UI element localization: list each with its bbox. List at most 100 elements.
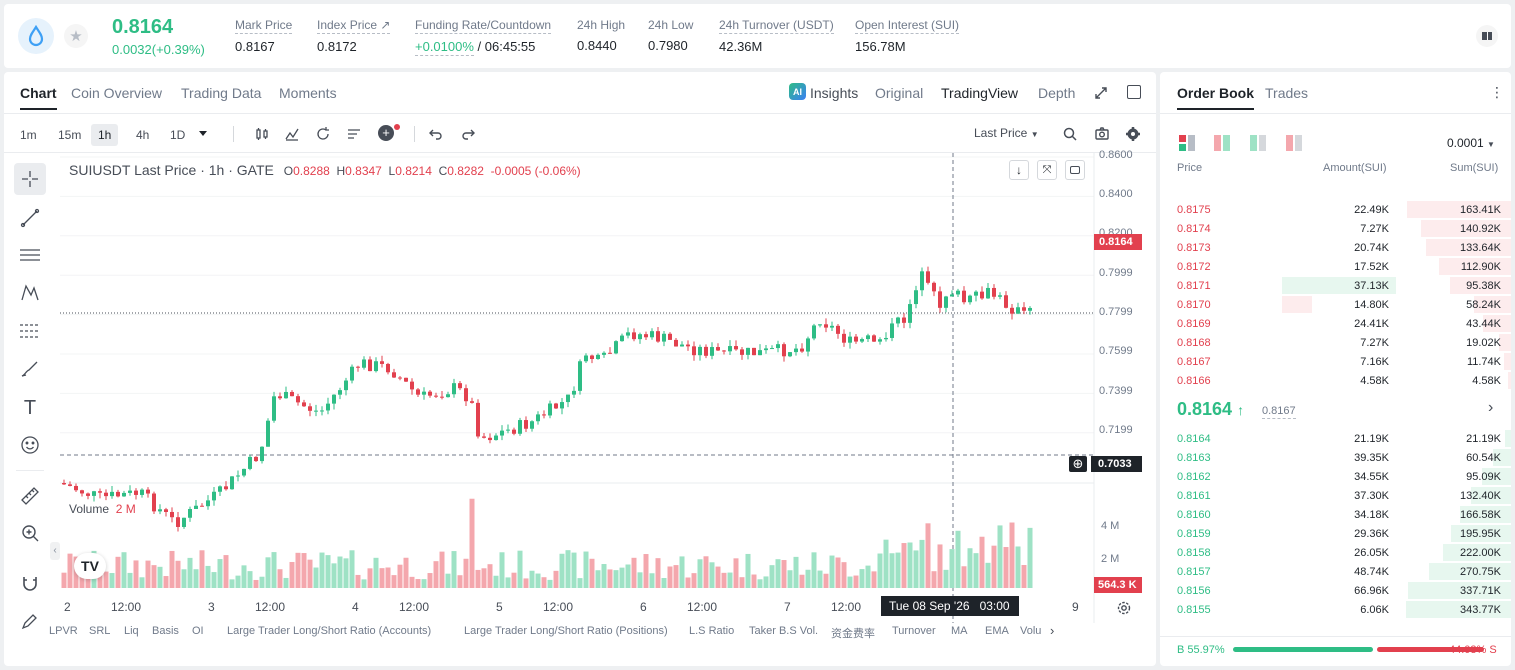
- ask-row[interactable]: 0.8173 20.74K 133.64K: [1160, 238, 1511, 257]
- ai-icon[interactable]: AI: [789, 83, 806, 100]
- ask-row[interactable]: 0.8171 37.13K 95.38K: [1160, 276, 1511, 295]
- view-original[interactable]: Original: [875, 85, 924, 101]
- fib-tool-icon[interactable]: [14, 315, 46, 347]
- favorite-star-icon[interactable]: ★: [64, 24, 88, 48]
- indicator-tab[interactable]: Basis: [152, 625, 179, 637]
- tab-chart[interactable]: Chart: [20, 85, 57, 110]
- bid-row[interactable]: 0.8159 29.36K 195.95K: [1160, 524, 1511, 543]
- brush-tool-icon[interactable]: [14, 353, 46, 385]
- indicator-tab[interactable]: Large Trader Long/Short Ratio (Accounts): [227, 625, 432, 637]
- bid-row[interactable]: 0.8164 21.19K 21.19K: [1160, 429, 1511, 448]
- ask-row[interactable]: 0.8170 14.80K 58.24K: [1160, 295, 1511, 314]
- view-depth[interactable]: Depth: [1038, 85, 1076, 101]
- index-price-stat[interactable]: Index Price ↗ 0.8172: [317, 18, 391, 54]
- ask-row[interactable]: 0.8166 4.58K 4.58K: [1160, 371, 1511, 390]
- refresh-icon[interactable]: [315, 126, 331, 147]
- bid-row[interactable]: 0.8157 48.74K 270.75K: [1160, 562, 1511, 581]
- indicator-tab[interactable]: LPVR: [49, 625, 78, 637]
- settings-gear-icon[interactable]: [1125, 126, 1141, 147]
- precision-select[interactable]: 0.0001 ▼: [1447, 136, 1495, 150]
- bid-row[interactable]: 0.8163 39.35K 60.54K: [1160, 448, 1511, 467]
- view-tradingview[interactable]: TradingView: [941, 85, 1019, 101]
- layout-split-icon[interactable]: [1214, 135, 1230, 151]
- chevron-right-icon[interactable]: ›: [1050, 623, 1055, 638]
- pattern-tool-icon[interactable]: [14, 277, 46, 309]
- candle: [200, 505, 204, 507]
- indicator-tab[interactable]: L.S Ratio: [689, 625, 735, 637]
- add-indicator-icon[interactable]: +: [378, 125, 394, 141]
- tab-coin-overview[interactable]: Coin Overview: [71, 85, 163, 101]
- layout-both-icon[interactable]: [1179, 135, 1195, 151]
- candle: [896, 317, 900, 324]
- indicator-tab[interactable]: MA: [951, 625, 968, 637]
- camera-icon[interactable]: [1094, 126, 1110, 147]
- collapse-icon[interactable]: ⤧: [1037, 160, 1057, 180]
- search-icon[interactable]: [1062, 126, 1078, 147]
- bid-row[interactable]: 0.8160 34.18K 166.58K: [1160, 505, 1511, 524]
- add-alert-icon[interactable]: ⊕: [1069, 456, 1087, 472]
- magnet-tool-icon[interactable]: [14, 567, 46, 599]
- horizontal-lines-tool-icon[interactable]: [14, 239, 46, 271]
- indicator-tab[interactable]: SRL: [89, 625, 111, 637]
- candle-type-icon[interactable]: [254, 126, 270, 147]
- indicator-tab[interactable]: Taker B.S Vol.: [749, 625, 819, 637]
- ask-row[interactable]: 0.8169 24.41K 43.44K: [1160, 314, 1511, 333]
- bid-row[interactable]: 0.8162 34.55K 95.09K: [1160, 467, 1511, 486]
- emoji-tool-icon[interactable]: [14, 429, 46, 461]
- book-icon[interactable]: [1476, 25, 1498, 47]
- candle: [1028, 307, 1032, 311]
- bid-row[interactable]: 0.8158 26.05K 222.00K: [1160, 543, 1511, 562]
- view-insights[interactable]: Insights: [810, 85, 859, 101]
- redo-icon[interactable]: [460, 126, 476, 147]
- layout-asks-icon[interactable]: [1286, 135, 1302, 151]
- chevron-right-icon[interactable]: ›: [1488, 399, 1494, 416]
- ask-row[interactable]: 0.8168 7.27K 19.02K: [1160, 333, 1511, 352]
- timeframe-1m[interactable]: 1m: [20, 128, 37, 142]
- tab-moments[interactable]: Moments: [279, 85, 337, 101]
- timeframe-15m[interactable]: 15m: [58, 128, 82, 142]
- tab-trading-data[interactable]: Trading Data: [181, 85, 262, 101]
- template-icon[interactable]: [346, 126, 362, 147]
- bid-row[interactable]: 0.8161 37.30K 132.40K: [1160, 486, 1511, 505]
- high-24h-stat: 24h High 0.8440: [577, 18, 626, 53]
- pencil-lock-tool-icon[interactable]: [14, 605, 46, 637]
- indicator-tab[interactable]: OI: [192, 625, 204, 637]
- fullscreen-icon[interactable]: [1065, 160, 1085, 180]
- indicator-tab[interactable]: Liq: [124, 625, 139, 637]
- indicator-tab[interactable]: Volu: [1020, 625, 1042, 637]
- ask-row[interactable]: 0.8174 7.27K 140.92K: [1160, 219, 1511, 238]
- undo-icon[interactable]: [428, 126, 444, 147]
- candle: [308, 406, 312, 411]
- tab-order-book[interactable]: Order Book: [1177, 85, 1255, 110]
- scroll-down-icon[interactable]: ↓: [1009, 160, 1029, 180]
- collapse-toolbar-icon[interactable]: ‹: [50, 542, 60, 560]
- chevron-down-icon[interactable]: [199, 131, 207, 136]
- tab-trades[interactable]: Trades: [1265, 85, 1309, 101]
- ask-row[interactable]: 0.8172 17.52K 112.90K: [1160, 257, 1511, 276]
- ask-row[interactable]: 0.8167 7.16K 11.74K: [1160, 352, 1511, 371]
- price-type-select[interactable]: Last Price ▼: [974, 126, 1039, 140]
- more-options-icon[interactable]: ⋮: [1490, 84, 1504, 100]
- price-chart[interactable]: [60, 153, 1156, 623]
- indicator-tab[interactable]: Large Trader Long/Short Ratio (Positions…: [464, 625, 668, 637]
- window-toggle-icon[interactable]: [1127, 85, 1141, 99]
- indicators-icon[interactable]: [284, 126, 300, 147]
- indicator-tab[interactable]: 资金费率: [831, 628, 875, 640]
- bid-row[interactable]: 0.8155 6.06K 343.77K: [1160, 600, 1511, 619]
- indicator-tab[interactable]: EMA: [985, 625, 1009, 637]
- text-tool-icon[interactable]: T: [23, 396, 37, 419]
- timeframe-1h[interactable]: 1h: [91, 124, 119, 146]
- expand-icon[interactable]: [1093, 85, 1109, 101]
- bid-row[interactable]: 0.8156 66.96K 337.71K: [1160, 581, 1511, 600]
- timeframe-1d[interactable]: 1D: [170, 128, 186, 142]
- layout-bids-icon[interactable]: [1250, 135, 1266, 151]
- ruler-tool-icon[interactable]: [14, 480, 46, 512]
- crosshair-tool-icon[interactable]: [14, 163, 46, 195]
- candle: [752, 347, 756, 356]
- indicator-tab[interactable]: Turnover: [892, 625, 936, 637]
- trend-line-tool-icon[interactable]: [14, 202, 46, 234]
- zoom-tool-icon[interactable]: [14, 517, 46, 549]
- timeframe-4h[interactable]: 4h: [136, 128, 150, 142]
- ask-row[interactable]: 0.8175 22.49K 163.41K: [1160, 200, 1511, 219]
- axis-settings-icon[interactable]: [1116, 600, 1132, 621]
